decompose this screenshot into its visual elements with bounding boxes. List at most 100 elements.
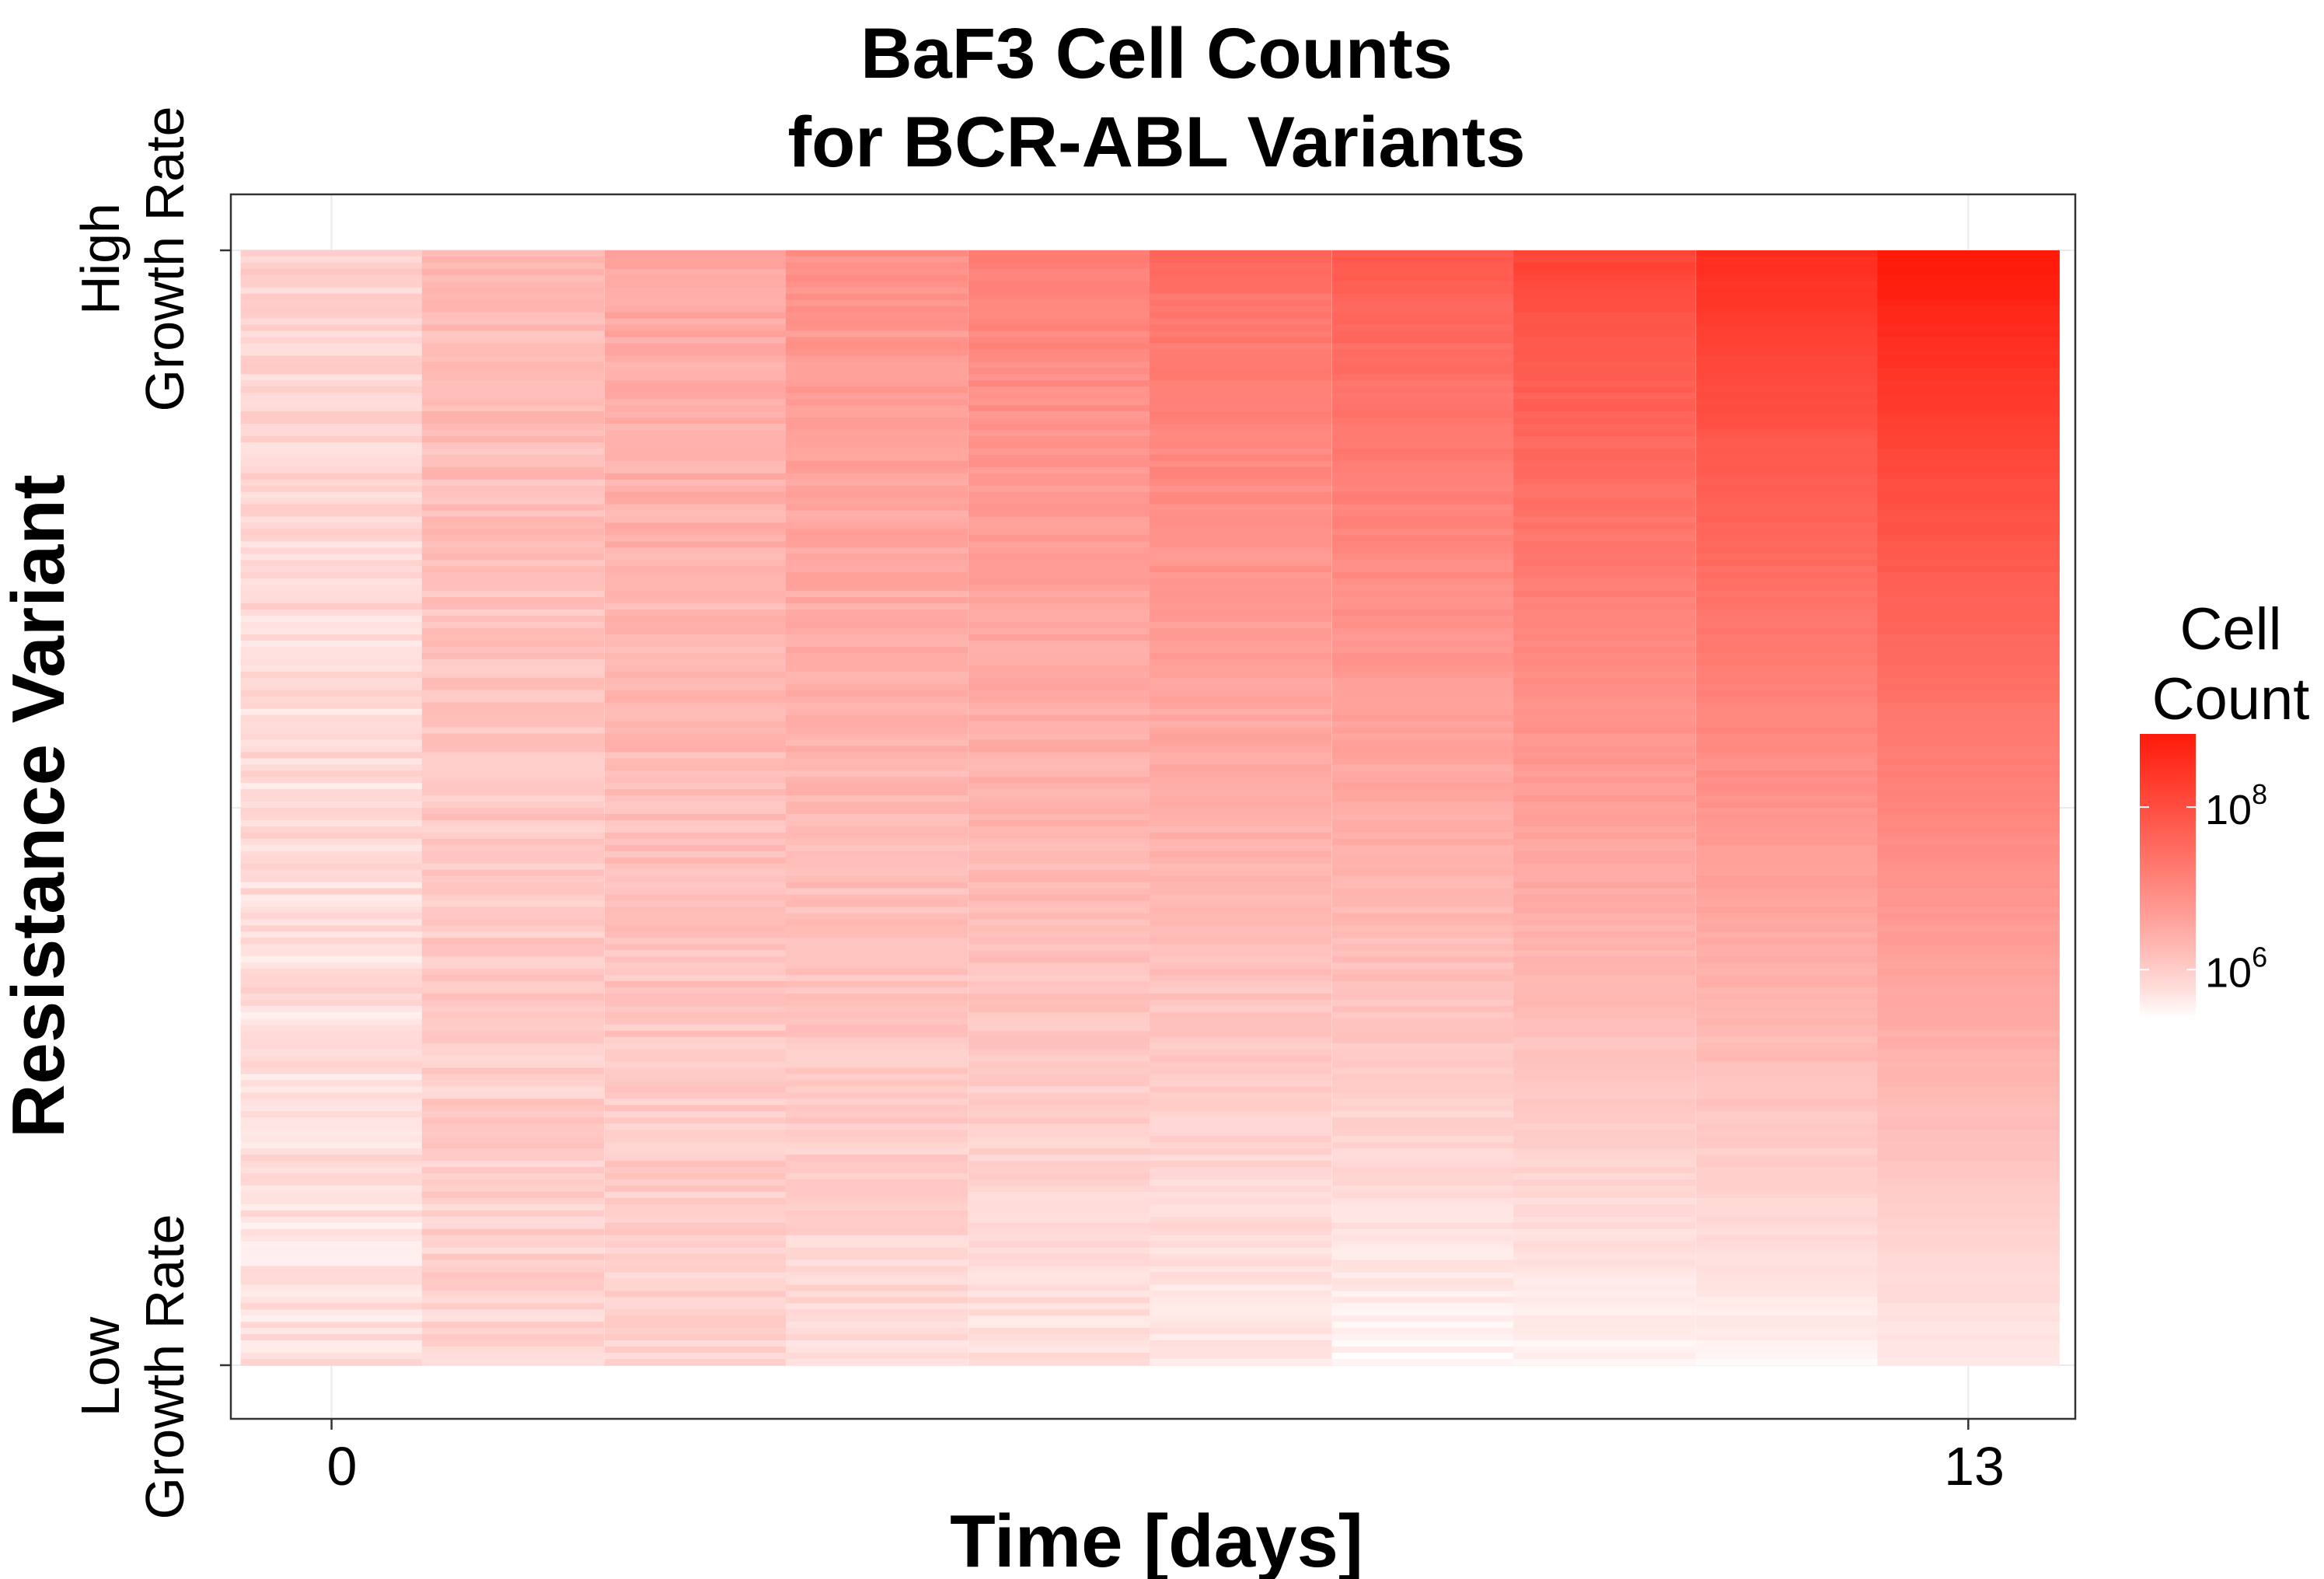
heatmap-tile	[1513, 1284, 1696, 1291]
heatmap-tile	[1150, 529, 1332, 536]
heatmap-tile	[1331, 969, 1515, 976]
heatmap-tile	[785, 597, 968, 604]
heatmap-tile	[968, 727, 1151, 734]
heatmap-tile	[785, 417, 968, 424]
heatmap-tile	[240, 1011, 424, 1019]
heatmap-tile	[421, 460, 605, 468]
heatmap-tile	[1877, 417, 2060, 424]
heatmap-tile	[421, 554, 605, 561]
heatmap-tile	[1696, 355, 1879, 362]
heatmap-tile	[1696, 900, 1879, 908]
heatmap-tile	[421, 349, 605, 357]
heatmap-tile	[1877, 1278, 2060, 1286]
heatmap-tile	[1696, 795, 1879, 802]
heatmap-tile	[240, 999, 424, 1007]
heatmap-tile	[421, 1222, 605, 1230]
heatmap-tile	[1877, 696, 2060, 704]
heatmap-tile	[785, 1005, 968, 1013]
heatmap-tile	[968, 702, 1151, 710]
heatmap-tile	[1331, 386, 1515, 393]
heatmap-tile	[1150, 1049, 1332, 1057]
heatmap-tile	[1331, 727, 1515, 734]
heatmap-tile	[968, 962, 1151, 969]
heatmap-tile	[968, 665, 1151, 672]
heatmap-tile	[604, 578, 787, 585]
heatmap-tile	[240, 1005, 424, 1013]
heatmap-tile	[1877, 1074, 2060, 1081]
heatmap-tile	[968, 1173, 1151, 1180]
heatmap-tile	[968, 696, 1151, 704]
heatmap-tile	[1696, 1061, 1879, 1069]
heatmap-tile	[1331, 857, 1515, 865]
heatmap-tile	[240, 1322, 424, 1329]
heatmap-tile	[1696, 504, 1879, 512]
heatmap-tile	[604, 343, 787, 351]
heatmap-tile	[1150, 1216, 1332, 1224]
heatmap-tile	[1331, 1353, 1515, 1360]
heatmap-tile	[785, 938, 968, 945]
heatmap-tile	[421, 714, 605, 722]
heatmap-tile	[1331, 281, 1515, 288]
heatmap-tile	[421, 287, 605, 295]
heatmap-tile	[1877, 1210, 2060, 1217]
heatmap-tile	[1696, 1216, 1879, 1224]
heatmap-tile	[1513, 1179, 1696, 1186]
heatmap-tile	[1696, 746, 1879, 753]
heatmap-tile	[240, 591, 424, 598]
heatmap-tile	[785, 752, 968, 759]
heatmap-tile	[968, 875, 1151, 883]
heatmap-tile	[1331, 424, 1515, 431]
heatmap-tile	[1877, 1222, 2060, 1230]
heatmap-tile	[1513, 485, 1696, 493]
heatmap-tile	[604, 802, 787, 809]
heatmap-tile	[1331, 362, 1515, 369]
heatmap-tile	[1513, 944, 1696, 951]
heatmap-tile	[1150, 374, 1332, 381]
heatmap-tile	[1331, 671, 1515, 679]
heatmap-tile	[1150, 547, 1332, 554]
heatmap-tile	[1150, 627, 1332, 635]
heatmap-tile	[968, 430, 1151, 437]
heatmap-tile	[240, 777, 424, 784]
heatmap-tile	[1877, 1105, 2060, 1112]
heatmap-tile	[1696, 1142, 1879, 1149]
heatmap-tile	[1150, 466, 1332, 474]
heatmap-tile	[968, 913, 1151, 920]
heatmap-tile	[1877, 281, 2060, 288]
heatmap-tile	[1513, 813, 1696, 821]
heatmap-tile	[240, 857, 424, 865]
heatmap-tile	[1150, 1130, 1332, 1137]
heatmap-tile	[240, 262, 424, 270]
heatmap-tile	[785, 634, 968, 641]
heatmap-tile	[421, 1278, 605, 1286]
heatmap-tile	[604, 907, 787, 914]
heatmap-tile	[421, 900, 605, 908]
heatmap-tile	[240, 1309, 424, 1316]
heatmap-tile	[421, 733, 605, 740]
heatmap-tile	[968, 318, 1151, 326]
heatmap-tile	[1696, 306, 1879, 313]
heatmap-tile	[1513, 466, 1696, 474]
heatmap-tile	[1331, 1340, 1515, 1347]
heatmap-tile	[421, 1197, 605, 1205]
heatmap-tile	[1696, 969, 1879, 976]
panel-border	[229, 193, 2077, 1420]
heatmap-tile	[240, 1030, 424, 1038]
heatmap-tile	[785, 386, 968, 393]
heatmap-tile	[1877, 1043, 2060, 1050]
heatmap-tile	[785, 324, 968, 332]
heatmap-tile	[240, 541, 424, 548]
heatmap-tile	[1696, 1092, 1879, 1100]
heatmap-tile	[1696, 572, 1879, 579]
heatmap-tile	[240, 1148, 424, 1155]
heatmap-tile	[240, 424, 424, 431]
heatmap-tile	[1696, 399, 1879, 406]
heatmap-tile	[240, 1185, 424, 1193]
heatmap-tile	[1331, 491, 1515, 499]
heatmap-tile	[240, 1353, 424, 1360]
heatmap-tile	[604, 491, 787, 499]
heatmap-tile	[785, 913, 968, 920]
heatmap-tile	[421, 1148, 605, 1155]
heatmap-tile	[1877, 393, 2060, 400]
heatmap-tile	[421, 281, 605, 288]
